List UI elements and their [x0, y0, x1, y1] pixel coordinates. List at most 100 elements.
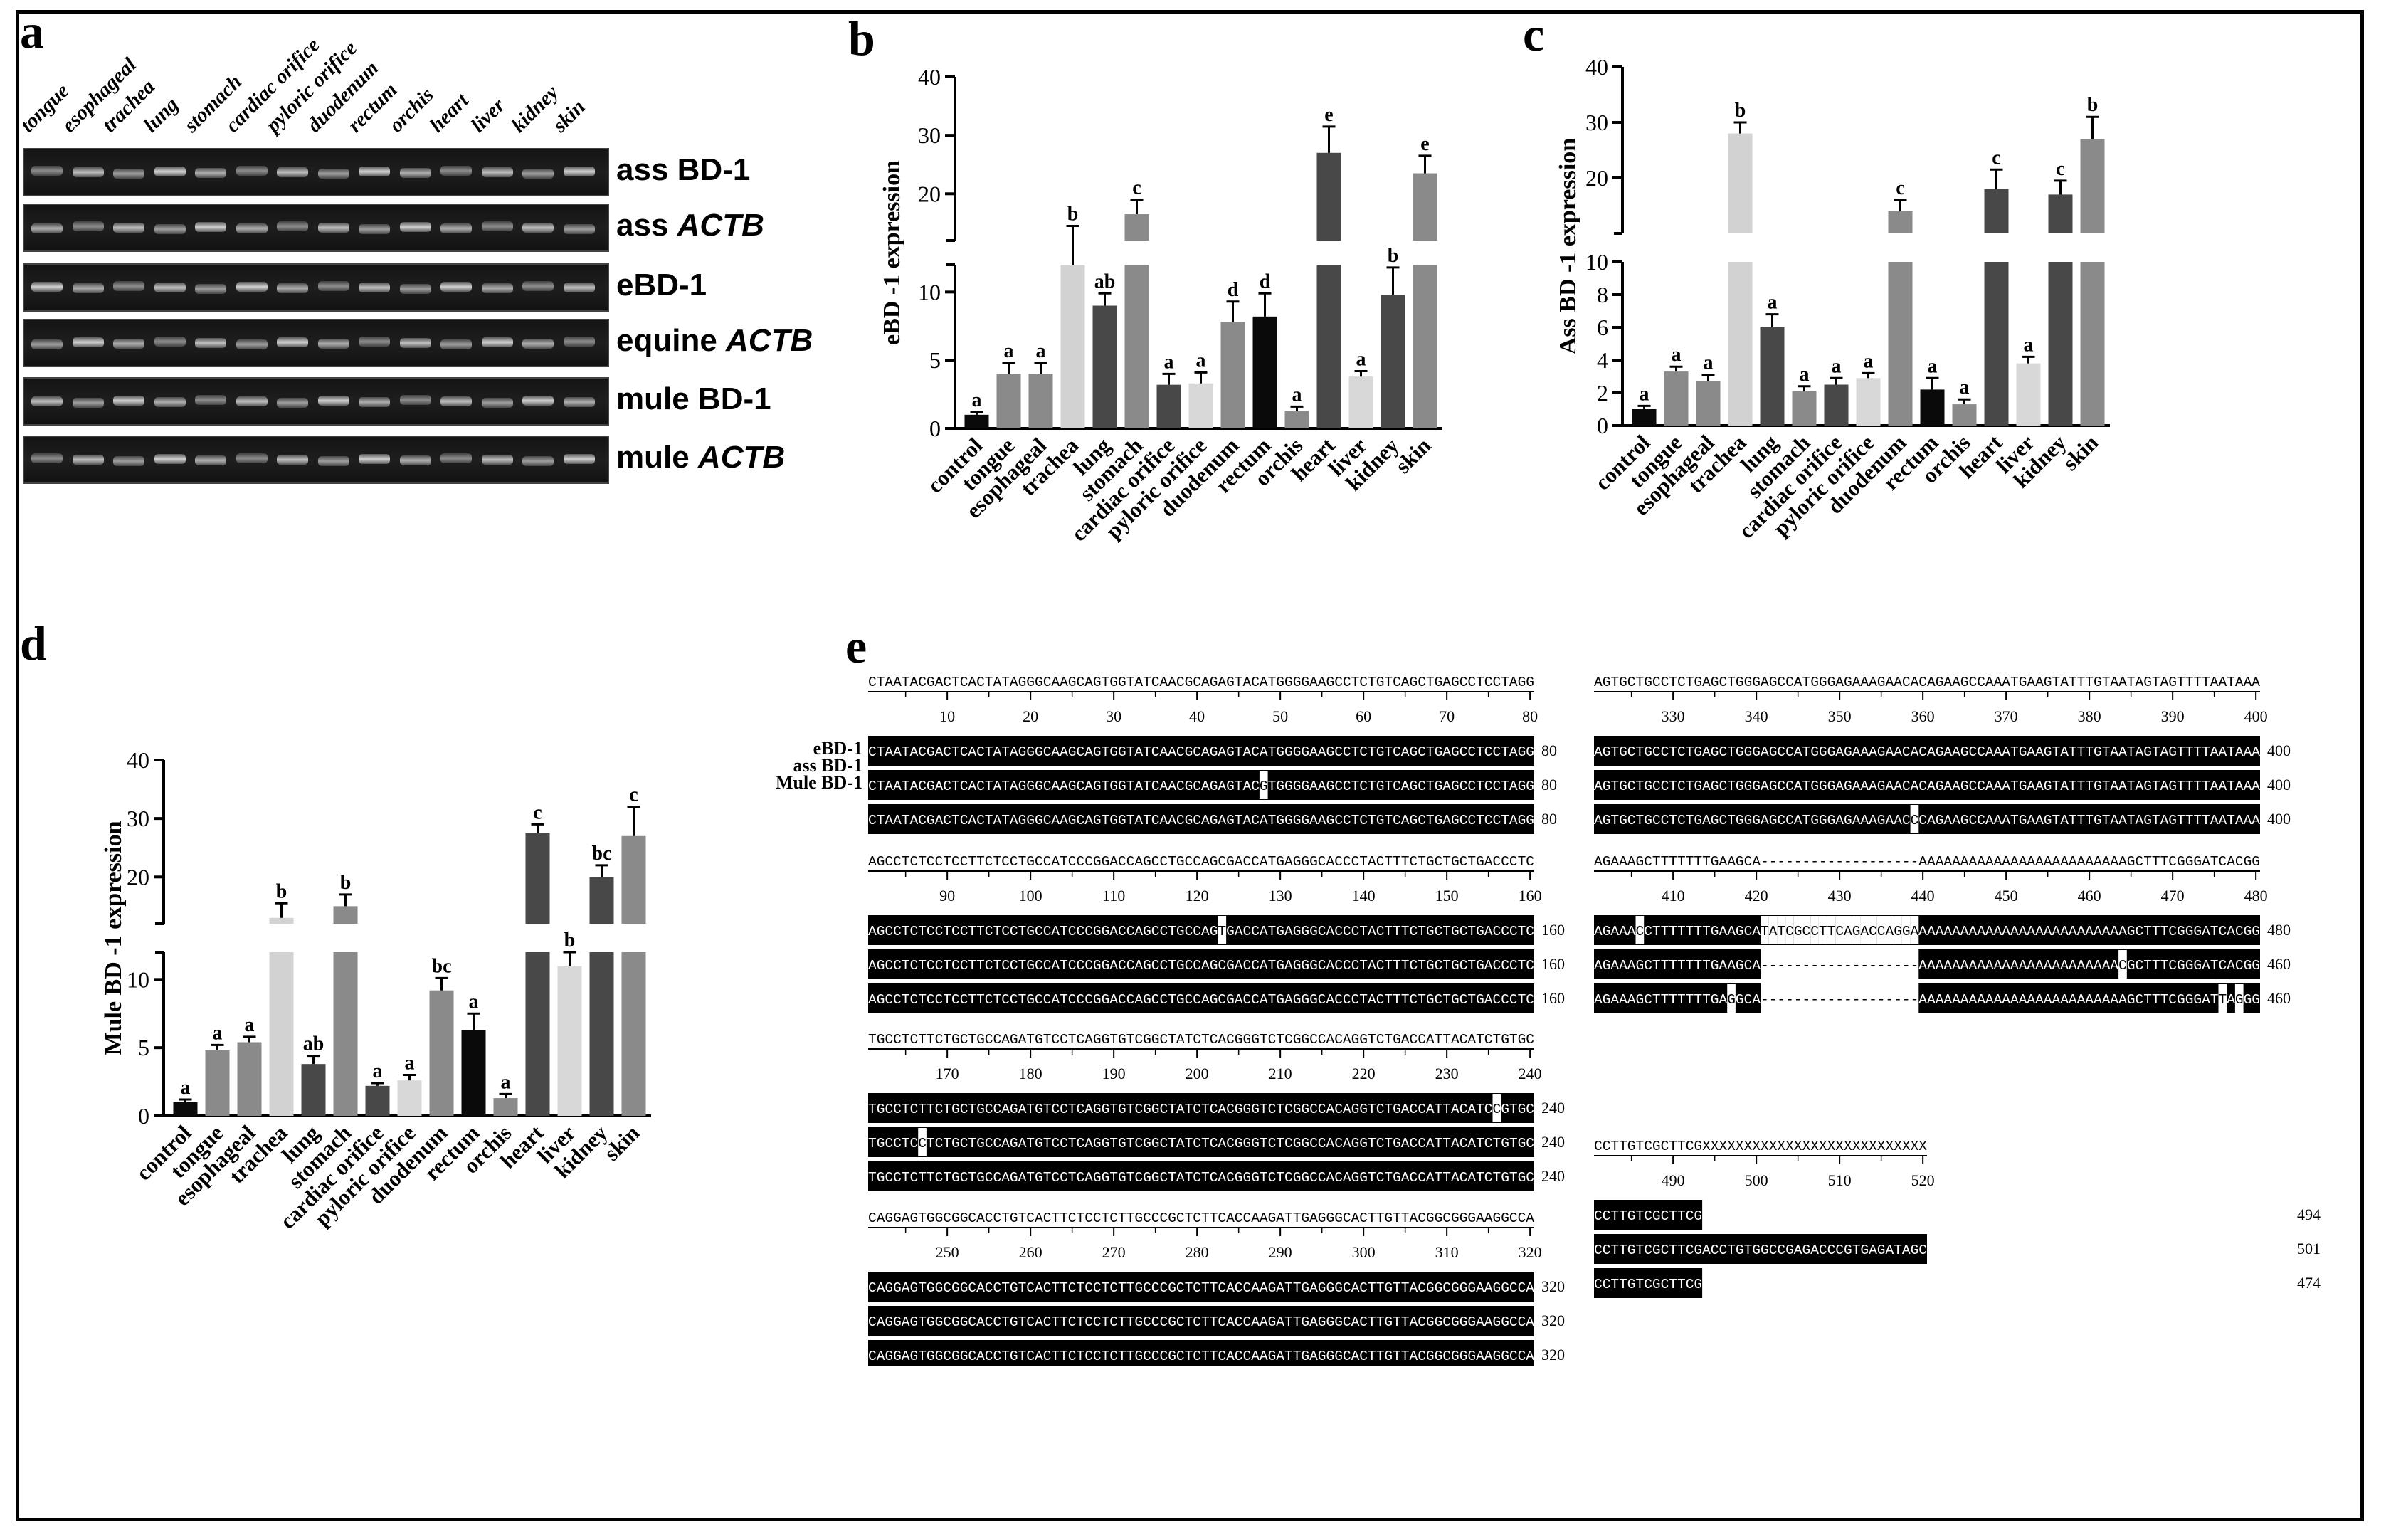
sequence-char: T	[1109, 1102, 1118, 1117]
sequence-char: G	[1251, 1170, 1260, 1186]
sequence-char: C	[1151, 744, 1160, 760]
sequence-char: A	[1943, 744, 1952, 760]
sequence-char: T	[2143, 958, 2152, 974]
gel-band	[481, 283, 513, 293]
sequence-char: A	[1727, 958, 1736, 974]
sequence-char: A	[1251, 1349, 1260, 1364]
significance-letter: b	[2087, 94, 2099, 116]
sequence-char: A	[2060, 779, 2069, 794]
sequence-char: C	[1334, 813, 1343, 828]
ruler-number: 180	[1019, 1065, 1042, 1082]
sequence-char: G	[2177, 924, 2185, 939]
sequence-char: T	[2152, 744, 2160, 760]
sequence-char: T	[1185, 1170, 1193, 1186]
sequence-char: G	[1384, 1280, 1393, 1296]
sequence-char: A	[1309, 779, 1318, 794]
sequence-char: T	[951, 813, 960, 828]
y-tick-label: 0	[929, 416, 941, 441]
sequence-char: T	[1384, 813, 1393, 828]
sequence-char: T	[1368, 779, 1376, 794]
sequence-char: C	[993, 1136, 1001, 1151]
sequence-end-number: 320	[1541, 1277, 1565, 1295]
aligned-block	[868, 1127, 1534, 1157]
sequence-char: A	[976, 1314, 985, 1330]
gel-band	[399, 395, 431, 405]
sequence-char: A	[909, 813, 918, 828]
sequence-char: G	[2177, 992, 2185, 1008]
sequence-char: A	[877, 1314, 885, 1330]
sequence-char: T	[1418, 958, 1426, 974]
sequence-char: G	[1359, 1170, 1368, 1186]
gel-band	[154, 283, 186, 292]
sequence-char: A	[1860, 924, 1869, 939]
gel-band	[359, 283, 390, 292]
sequence-char: C	[1235, 1314, 1243, 1330]
sequence-char: C	[1351, 958, 1360, 974]
sequence-char: C	[909, 992, 918, 1008]
sequence-char: T	[1359, 958, 1368, 974]
sequence-char: T	[2052, 813, 2060, 828]
y-axis-title: eBD -1 expression	[879, 160, 905, 345]
gel-row	[23, 148, 609, 196]
sequence-char: G	[1501, 1349, 1509, 1364]
sequence-char: C	[1442, 1280, 1451, 1296]
sequence-char: C	[943, 813, 951, 828]
sequence-char: C	[1409, 992, 1418, 1008]
sequence-char: A	[1860, 779, 1869, 794]
sequence-char: G	[1093, 813, 1102, 828]
sequence-char: T	[1126, 1280, 1135, 1296]
sequence-char: G	[1293, 779, 1302, 794]
sequence-char: T	[2202, 813, 2210, 828]
sequence-char: T	[1168, 924, 1176, 939]
sequence-char: A	[1968, 924, 1977, 939]
sequence-char: A	[1794, 779, 1802, 794]
sequence-char: T	[1126, 1349, 1135, 1364]
gel-row-label: equine ACTB	[616, 323, 813, 359]
sequence-char: T	[2152, 924, 2160, 939]
significance-letter: b	[1067, 203, 1079, 225]
sequence-char: A	[1260, 1349, 1268, 1364]
sequence-char: A	[2110, 813, 2118, 828]
sequence-char: C	[1393, 779, 1401, 794]
sequence-char: A	[2035, 958, 2044, 974]
sequence-char: C	[1118, 992, 1126, 1008]
panel-label-b: b	[848, 11, 875, 65]
sequence-char: T	[1393, 1349, 1401, 1364]
sequence-char: C	[1334, 924, 1343, 939]
insertion-cell	[1894, 916, 1902, 944]
significance-letter: a	[2024, 334, 2034, 356]
sequence-char: A	[1968, 992, 1977, 1008]
gel-row-label-text: mule BD-1	[616, 381, 771, 416]
sequence-char: A	[1467, 1170, 1476, 1186]
insertion-cell	[1852, 916, 1861, 944]
sequence-char: T	[902, 1136, 910, 1151]
sequence-char: G	[1819, 779, 1827, 794]
insertion-cell	[1810, 916, 1819, 944]
sequence-char: A	[1885, 1243, 1894, 1258]
sequence-char: -	[1827, 992, 1836, 1008]
sequence-char: A	[1343, 1102, 1351, 1117]
bar-upper	[333, 906, 358, 924]
sequence-char: A	[2094, 992, 2102, 1008]
sequence-char: T	[1727, 813, 1736, 828]
y-tick-label: 40	[127, 747, 149, 773]
sequence-char: G	[2185, 992, 2194, 1008]
sequence-char: T	[1894, 1243, 1902, 1258]
ruler-number: 350	[1828, 707, 1852, 725]
sequence-char: T	[1126, 1170, 1135, 1186]
sequence-char: T	[927, 1102, 935, 1117]
sequence-char: T	[2127, 813, 2136, 828]
sequence-char: C	[1084, 1280, 1093, 1296]
ruler-number: 20	[1023, 707, 1038, 725]
sequence-char: G	[2252, 992, 2260, 1008]
gel-band	[236, 453, 268, 463]
sequence-char: A	[885, 779, 893, 794]
sequence-char: T	[1051, 1280, 1060, 1296]
gel-row-label-text: ass BD-1	[616, 152, 751, 187]
sequence-char: G	[1435, 813, 1443, 828]
bar-upper	[1124, 214, 1149, 241]
sequence-char: T	[2160, 992, 2169, 1008]
mismatch-cell	[1492, 1094, 1501, 1122]
sequence-char: C	[1777, 744, 1785, 760]
sequence-char: C	[1068, 958, 1077, 974]
